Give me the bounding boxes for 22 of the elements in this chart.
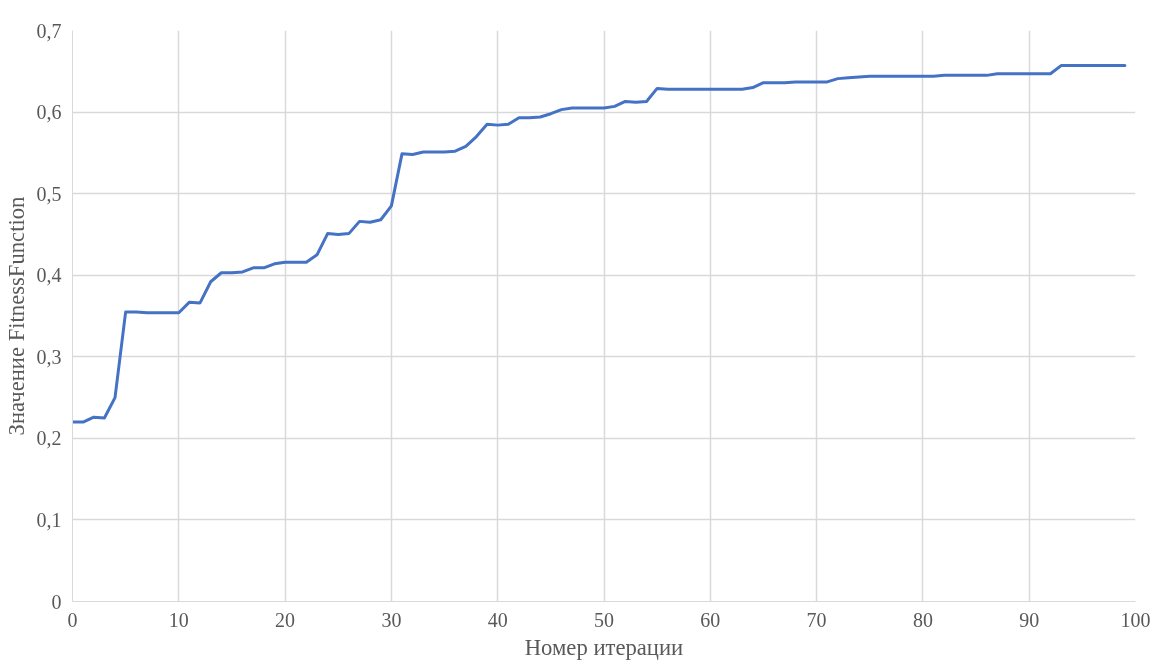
y-tick-label: 0,2 — [36, 427, 62, 450]
y-tick-label: 0,3 — [36, 345, 62, 368]
x-tick-label: 100 — [1120, 608, 1151, 631]
x-tick-label: 20 — [275, 608, 296, 631]
x-tick-label: 90 — [1019, 608, 1040, 631]
x-tick-label: 40 — [487, 608, 508, 631]
x-tick-label: 0 — [67, 608, 78, 631]
y-tick-label: 0,6 — [36, 101, 62, 124]
y-tick-label: 0,1 — [36, 508, 62, 531]
x-tick-label: 10 — [168, 608, 189, 631]
y-tick-label: 0,5 — [36, 182, 62, 205]
x-tick-label: 60 — [700, 608, 721, 631]
x-axis-title: Номер итерации — [524, 634, 684, 660]
x-tick-label: 80 — [912, 608, 933, 631]
y-tick-label: 0 — [51, 590, 62, 613]
line-series — [72, 64, 1127, 424]
y-tick-label: 0,4 — [36, 264, 62, 287]
x-tick-label: 30 — [381, 608, 402, 631]
x-tick-label: 70 — [806, 608, 827, 631]
y-axis-title: Значение FitnessFunction — [3, 196, 29, 436]
x-tick-label: 50 — [594, 608, 614, 631]
y-tick-label: 0,7 — [36, 19, 62, 42]
